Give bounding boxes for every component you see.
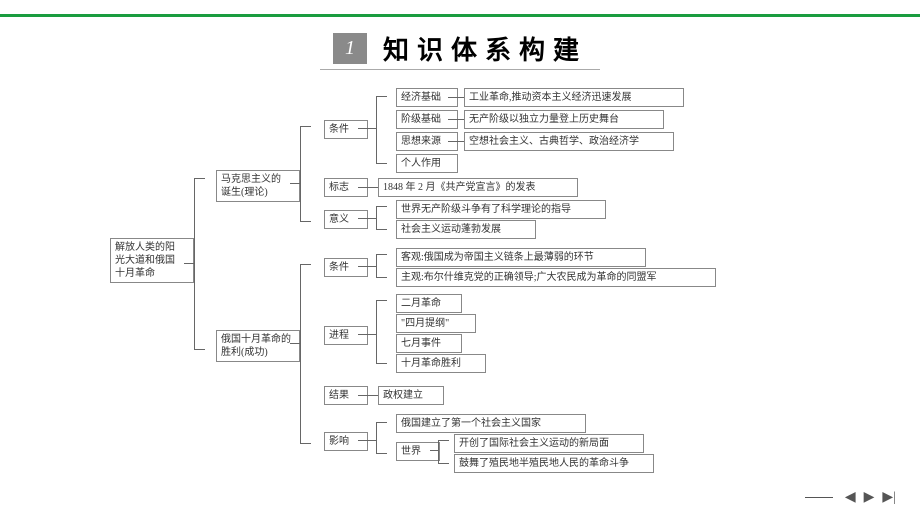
tree-node: 空想社会主义、古典哲学、政治经济学 <box>464 132 674 151</box>
tree-connector <box>290 343 300 344</box>
tree-node: 世界 <box>396 442 440 461</box>
tree-node: 意义 <box>324 210 368 229</box>
nav-next-button[interactable]: ▶ <box>864 489 875 506</box>
tree-connector <box>184 263 194 264</box>
tree-bracket <box>376 206 387 230</box>
tree-node: 二月革命 <box>396 294 462 313</box>
tree-node: 马克思主义的 诞生(理论) <box>216 170 300 202</box>
tree-connector <box>430 450 438 451</box>
tree-node: 俄国建立了第一个社会主义国家 <box>396 414 586 433</box>
accent-bar <box>0 14 920 17</box>
tree-node: 客观:俄国成为帝国主义链条上最薄弱的环节 <box>396 248 646 267</box>
tree-node: 1848 年 2 月《共产党宣言》的发表 <box>378 178 578 197</box>
tree-connector <box>358 395 378 396</box>
section-number: 1 <box>333 33 367 64</box>
tree-bracket <box>300 126 311 222</box>
tree-connector <box>448 119 464 120</box>
tree-node: 俄国十月革命的 胜利(成功) <box>216 330 300 362</box>
tree-node: 进程 <box>324 326 368 345</box>
tree-node: 无产阶级以独立力量登上历史舞台 <box>464 110 664 129</box>
tree-node: 鼓舞了殖民地半殖民地人民的革命斗争 <box>454 454 654 473</box>
tree-node: 工业革命,推动资本主义经济迅速发展 <box>464 88 684 107</box>
tree-node: 个人作用 <box>396 154 458 173</box>
tree-node: 条件 <box>324 258 368 277</box>
tree-node: 政权建立 <box>378 386 444 405</box>
tree-node: 世界无产阶级斗争有了科学理论的指导 <box>396 200 606 219</box>
tree-node: 影响 <box>324 432 368 451</box>
tree-bracket <box>300 264 311 444</box>
tree-node: "四月提纲" <box>396 314 476 333</box>
tree-connector <box>448 141 464 142</box>
tree-bracket <box>376 254 387 278</box>
tree-connector <box>358 440 376 441</box>
tree-node: 主观:布尔什维克党的正确领导;广大农民成为革命的同盟军 <box>396 268 716 287</box>
nav-prev-button[interactable]: ◀ <box>845 489 856 506</box>
tree-connector <box>358 128 376 129</box>
tree-diagram: 解放人类的阳 光大道和俄国 十月革命 马克思主义的 诞生(理论) 俄国十月革命的 胜… <box>110 88 860 488</box>
tree-node: 七月事件 <box>396 334 462 353</box>
tree-connector <box>448 97 464 98</box>
tree-connector <box>358 266 376 267</box>
tree-connector <box>358 187 378 188</box>
tree-node: 开创了国际社会主义运动的新局面 <box>454 434 644 453</box>
page-title: 知识体系构建 <box>383 30 587 67</box>
tree-node: 社会主义运动蓬勃发展 <box>396 220 536 239</box>
tree-connector <box>290 183 300 184</box>
slide-nav: ◀ ▶ ▶| <box>803 488 898 506</box>
title-underline <box>320 69 600 70</box>
tree-connector <box>358 218 376 219</box>
tree-bracket <box>376 422 387 454</box>
nav-end-button[interactable]: ▶| <box>882 489 896 506</box>
tree-node: 条件 <box>324 120 368 139</box>
page-header: 1 知识体系构建 <box>0 30 920 70</box>
tree-node: 解放人类的阳 光大道和俄国 十月革命 <box>110 238 194 283</box>
tree-connector <box>358 334 376 335</box>
tree-bracket <box>194 178 205 350</box>
tree-node: 十月革命胜利 <box>396 354 486 373</box>
tree-bracket <box>376 300 387 364</box>
nav-dash-icon <box>805 497 833 498</box>
tree-bracket <box>376 96 387 164</box>
tree-bracket <box>438 440 449 464</box>
